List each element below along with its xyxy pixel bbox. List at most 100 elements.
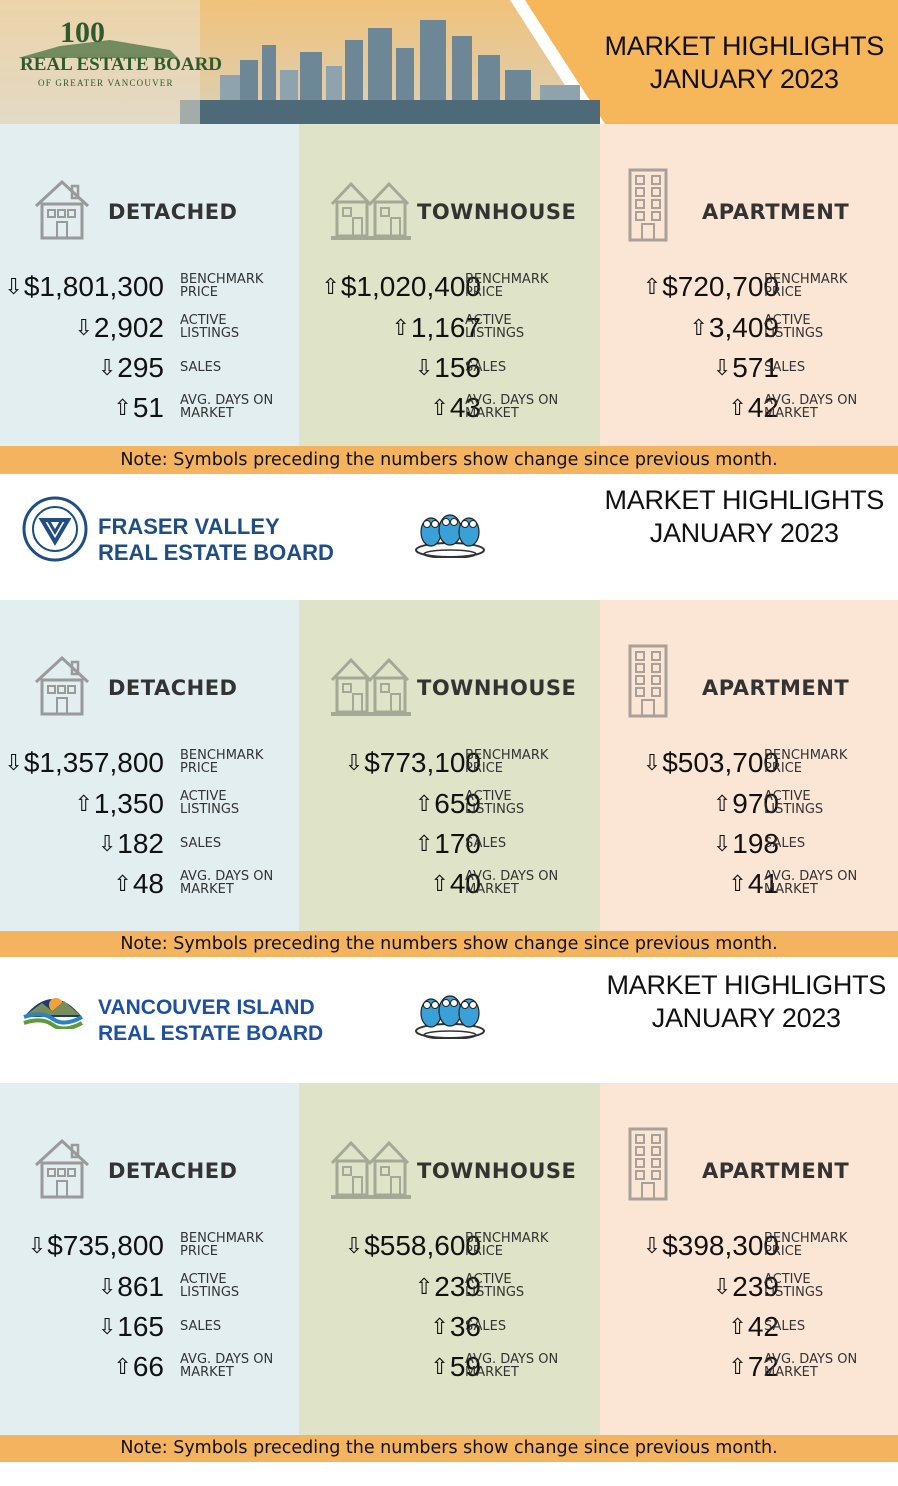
stat-value: ⇩$773,100 [345,746,481,780]
stat-label-line1: SALES [180,360,222,375]
stat-label-line2: LISTINGS [180,326,240,341]
stat-label: BENCHMARK PRICE [465,1232,548,1258]
stat-label: AVG. DAYS ON MARKET [764,1353,857,1379]
stat-label: SALES [465,1320,506,1333]
stat-label: BENCHMARK PRICE [764,1232,847,1258]
stat-row: ⇧72 AVG. DAYS ON MARKET [600,1350,898,1386]
stat-value: ⇩182 [98,827,164,861]
stat-number: 970 [732,788,779,819]
stat-label-line2: PRICE [764,285,802,300]
arrow-down-icon: ⇩ [97,831,117,856]
stat-number: $1,801,300 [23,271,164,302]
stat-number: 40 [449,868,481,899]
stat-value: ⇧59 [430,1350,481,1384]
stat-row: ⇧$1,020,400 BENCHMARK PRICE [299,270,600,306]
stat-number: 156 [434,352,481,383]
board-greater-vancouver: REAL ESTATE BOARD OF GREATER VANCOUVER 1… [0,0,898,474]
vireb-logo-line2: REAL ESTATE BOARD [98,1022,324,1045]
arrow-up-icon: ⇧ [689,315,708,340]
stat-value: ⇩571 [713,351,779,385]
stat-row: ⇧170 SALES [299,827,600,863]
stat-value: ⇧3,409 [689,311,779,345]
stat-number: 43 [449,392,481,423]
stat-value: ⇩156 [415,351,481,385]
stat-label-line1: AVG. DAYS ON [180,1352,274,1367]
panel-apartment: APARTMENT ⇧$720,700 BENCHMARK PRICE ⇧3,409 AC… [600,124,898,446]
stat-value: ⇧659 [415,787,481,821]
arrow-up-icon: ⇧ [414,1274,434,1299]
stat-value: ⇧42 [728,1310,779,1344]
stat-number: $735,800 [47,1230,164,1261]
stat-label-line1: BENCHMARK [465,748,549,763]
stat-value: ⇧66 [113,1350,164,1384]
property-type-label: TOWNHOUSE [417,200,577,224]
stat-number: 170 [434,828,481,859]
property-type-label: DETACHED [108,200,238,224]
stat-number: 571 [732,352,779,383]
board-fraser-valley: FRASER VALLEY REAL ESTATE BOARD MARKET H… [0,474,898,957]
stat-value: ⇧239 [415,1270,481,1304]
stat-label-line2: MARKET [180,882,234,897]
stat-label-line2: MARKET [465,882,519,897]
panel-townhouse: TOWNHOUSE ⇧$1,020,400 BENCHMARK PRICE ⇧1,167… [299,124,600,446]
board-vancouver-island: VANCOUVER ISLAND REAL ESTATE BOARD MARKE… [0,957,898,1462]
arrow-down-icon: ⇩ [97,1314,117,1339]
arrow-down-icon: ⇩ [712,1274,732,1299]
stat-value: ⇧970 [713,787,779,821]
stat-label: ACTIVE LISTINGS [764,314,823,340]
property-type-label: APARTMENT [702,676,850,700]
stat-label-line1: AVG. DAYS ON [465,393,559,408]
stat-label: SALES [180,361,221,374]
vireb-logo-line1: VANCOUVER ISLAND [98,996,315,1019]
stat-label-line1: ACTIVE [465,1272,512,1287]
stat-row: ⇧$720,700 BENCHMARK PRICE [600,270,898,306]
panel-apartment: APARTMENT ⇩$398,300 BENCHMARK PRICE ⇩239 ACTI… [600,1083,898,1435]
stat-label-line1: ACTIVE [180,789,227,804]
stat-label-line2: LISTINGS [764,1285,824,1300]
arrow-up-icon: ⇧ [414,791,434,816]
stat-number: 66 [132,1351,164,1382]
stat-label-line2: PRICE [764,1244,802,1259]
stat-value: ⇧43 [430,391,481,425]
stat-label: SALES [764,837,805,850]
stat-row: ⇩571 SALES [600,351,898,387]
stat-label-line2: MARKET [764,1365,818,1380]
stat-value: ⇩861 [98,1270,164,1304]
stat-label-line2: LISTINGS [764,802,824,817]
stat-label-line1: BENCHMARK [180,272,264,287]
stat-value: ⇩295 [98,351,164,385]
stat-number: 239 [732,1271,779,1302]
detached-building-icon [32,1135,92,1201]
stat-row: ⇩$735,800 BENCHMARK PRICE [0,1229,299,1265]
stat-number: 3,409 [708,312,779,343]
stat-label: ACTIVE LISTINGS [180,790,239,816]
arrow-down-icon: ⇩ [97,1274,117,1299]
board-header: FRASER VALLEY REAL ESTATE BOARD MARKET H… [0,474,898,600]
stat-label: BENCHMARK PRICE [465,749,548,775]
stat-label: ACTIVE LISTINGS [180,1273,239,1299]
panel-detached: DETACHED ⇩$1,357,800 BENCHMARK PRICE ⇧1,350 A… [0,600,299,931]
stat-label-line1: SALES [180,836,222,851]
stat-label: BENCHMARK PRICE [764,273,847,299]
arrow-up-icon: ⇧ [113,871,132,896]
stat-label-line2: LISTINGS [465,1285,525,1300]
stat-number: 861 [117,1271,164,1302]
arrow-up-icon: ⇧ [642,274,662,299]
stat-number: 165 [117,1311,164,1342]
stat-label-line1: BENCHMARK [465,272,549,287]
stat-row: ⇧41 AVG. DAYS ON MARKET [600,867,898,903]
arrow-down-icon: ⇩ [4,274,23,299]
stat-row: ⇧3,409 ACTIVE LISTINGS [600,311,898,347]
arrow-up-icon: ⇧ [430,1314,449,1339]
stat-row: ⇩2,902 ACTIVE LISTINGS [0,311,299,347]
arrow-down-icon: ⇩ [97,355,117,380]
stat-value: ⇧1,350 [74,787,164,821]
arrow-up-icon: ⇧ [430,871,449,896]
property-type-label: APARTMENT [702,1159,850,1183]
property-panels: DETACHED ⇩$1,357,800 BENCHMARK PRICE ⇧1,350 A… [0,600,898,931]
stat-label-line1: BENCHMARK [180,1231,264,1246]
stat-label: BENCHMARK PRICE [180,749,263,775]
stat-row: ⇧42 AVG. DAYS ON MARKET [600,391,898,427]
stat-number: $503,700 [662,747,779,778]
stat-row: ⇧1,350 ACTIVE LISTINGS [0,787,299,823]
